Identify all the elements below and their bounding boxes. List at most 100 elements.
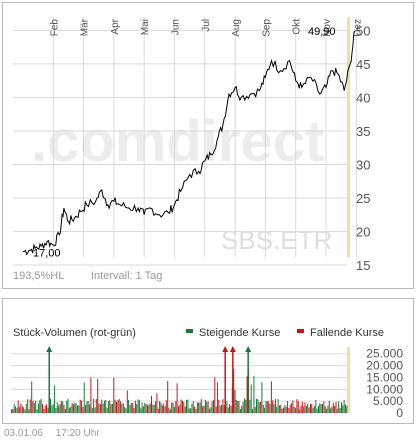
volume-bar	[15, 406, 16, 413]
volume-bar	[227, 407, 229, 413]
volume-bar	[145, 404, 147, 413]
volume-bar	[25, 403, 27, 413]
volume-bar	[195, 409, 197, 413]
volume-bar	[284, 405, 286, 413]
volume-bar	[296, 399, 298, 413]
volume-bar	[93, 398, 95, 413]
volume-bar	[136, 404, 138, 413]
volume-bar	[324, 406, 326, 413]
volume-bar	[107, 401, 109, 413]
volume-bar	[157, 408, 159, 413]
volume-bar	[44, 405, 46, 413]
volume-bar	[128, 399, 130, 413]
volume-bar	[43, 408, 45, 413]
volume-bar	[304, 402, 306, 413]
volume-bar	[308, 407, 310, 413]
month-tick-label: Jul	[201, 19, 212, 32]
volume-bar	[64, 409, 66, 413]
volume-bar	[187, 399, 189, 413]
volume-bar	[21, 406, 23, 413]
volume-bar	[338, 401, 340, 413]
volume-tick-label: 5.000	[373, 394, 403, 408]
volume-bar	[196, 402, 198, 413]
volume-bar	[168, 407, 170, 413]
volume-bar	[344, 404, 346, 413]
volume-bar	[326, 408, 328, 413]
volume-bar	[307, 403, 309, 413]
volume-bar	[75, 403, 77, 413]
volume-tick-label: 25.000	[366, 347, 403, 361]
volume-bar	[330, 408, 332, 413]
volume-bar	[11, 409, 12, 413]
volume-bar	[132, 402, 134, 413]
volume-bar	[74, 402, 76, 413]
volume-bar	[149, 403, 151, 413]
interval-label: Intervall: 1 Tag	[91, 270, 162, 282]
volume-bar	[293, 407, 295, 413]
ticker-label: SBS.ETR	[221, 225, 332, 255]
volume-bar	[68, 407, 70, 413]
volume-bar	[20, 403, 22, 413]
volume-title: Stück-Volumen (rot-grün)	[13, 327, 136, 339]
start-price-label: 17,00	[33, 248, 61, 260]
volume-bar	[312, 407, 314, 413]
volume-tick-label: 20.000	[366, 359, 403, 373]
volume-bar	[67, 398, 69, 413]
volume-bar	[272, 400, 274, 413]
volume-bar	[342, 405, 344, 413]
month-tick-label: Mär	[80, 18, 91, 36]
volume-bar	[336, 409, 338, 413]
y-tick-label: 25	[356, 191, 370, 206]
volume-bar	[171, 402, 173, 413]
volume-bar	[318, 406, 319, 413]
volume-bar	[332, 402, 334, 413]
volume-bar	[266, 401, 268, 413]
volume-bar	[268, 401, 270, 413]
volume-bar	[199, 402, 201, 413]
volume-bar	[323, 401, 325, 413]
volume-bar	[319, 403, 321, 413]
price-chart: .comdirect Feb Mär Apr Mai Jun Jul Aug Sep Okt No…	[13, 17, 370, 282]
volume-bar	[59, 404, 61, 413]
volume-bar	[124, 406, 126, 413]
y-tick-label: 30	[356, 157, 370, 172]
volume-bar	[29, 399, 31, 413]
volume-bar	[210, 407, 212, 413]
volume-bar	[301, 401, 303, 413]
footer-date: 03.01.06	[4, 428, 43, 439]
volume-bar	[147, 405, 148, 413]
volume-bar	[62, 401, 64, 413]
volume-bar	[273, 403, 275, 413]
volume-bar	[50, 398, 51, 413]
volume-bar	[56, 402, 58, 413]
volume-bar	[303, 406, 305, 413]
volume-bar	[204, 399, 206, 413]
volume-bar	[89, 404, 91, 413]
volume-bar	[218, 399, 220, 413]
volume-bar	[52, 404, 54, 413]
volume-bar	[239, 408, 241, 413]
volume-bar	[79, 399, 81, 413]
volume-bar	[316, 408, 318, 413]
volume-bar	[13, 403, 15, 413]
volume-bar	[340, 402, 342, 413]
volume-bar	[28, 409, 30, 413]
volume-bar	[180, 399, 182, 413]
volume-bar	[91, 407, 93, 413]
volume-bar	[276, 406, 278, 413]
volume-bar	[215, 406, 217, 413]
volume-bar	[258, 402, 260, 413]
volume-bar	[176, 383, 178, 413]
volume-bar	[238, 401, 240, 413]
volume-bar	[260, 401, 262, 413]
volume-bar	[165, 400, 167, 413]
overflow-arrow-icon	[245, 346, 252, 352]
volume-bar	[148, 404, 150, 413]
volume-tick-label: 0	[396, 406, 403, 420]
volume-bar	[114, 399, 116, 413]
volume-bar	[270, 381, 272, 413]
volume-bar	[133, 408, 135, 413]
volume-bar	[118, 398, 120, 413]
volume-bar	[163, 403, 165, 413]
volume-bar	[32, 400, 34, 413]
